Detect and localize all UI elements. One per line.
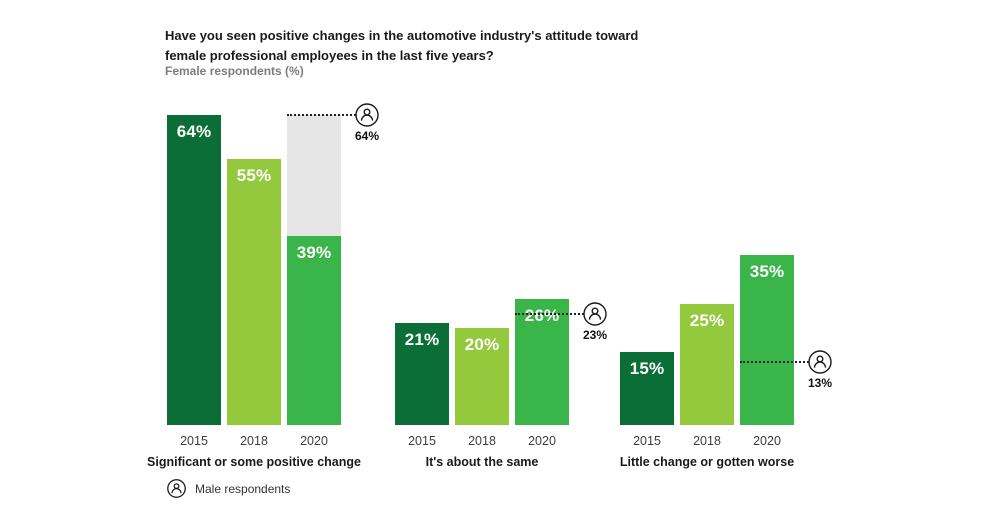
male-respondents-icon [167,479,186,498]
bar-2015: 64% [167,115,221,425]
group-label: Little change or gotten worse [619,455,795,469]
male-value-label: 13% [807,376,833,390]
year-label: 2020 [528,434,556,448]
male-respondents-icon [583,302,607,326]
bar-value-label: 20% [464,335,500,354]
bar-2020: 35% [740,255,794,425]
male-value-label: 64% [354,129,380,143]
group-label: Significant or some positive change [147,455,361,469]
bar-2018: 20% [455,328,509,425]
bar-2015: 15% [620,352,674,425]
legend-label: Male respondents [195,481,291,496]
bar-value-label: 25% [689,311,725,330]
year-label: 2015 [180,434,208,448]
bar-2015: 21% [395,323,449,425]
bar-value-label: 55% [236,166,272,185]
bar-value-label: 39% [296,243,332,262]
bar-2020: 26% [515,299,569,425]
year-label: 2018 [240,434,268,448]
chart-subtitle: Female respondents (%) [165,64,304,78]
bar-group-1: 64% 2015 55% 2018 39% 2020 64% Significant or s… [147,0,379,524]
group-label: It's about the same [425,455,539,469]
male-respondents-dotted-line [740,361,812,363]
male-respondents-dotted-line [515,313,587,315]
male-respondents-icon [808,350,832,374]
bar-value-label: 64% [176,122,212,141]
male-value-label: 23% [582,328,608,342]
bar-2018: 25% [680,304,734,425]
year-label: 2015 [408,434,436,448]
bar-group-2: 21% 2015 20% 2018 26% 2020 23% It's about the s… [395,0,607,524]
year-label: 2015 [633,434,661,448]
ghost-bar-male-gap [287,115,341,236]
bar-value-label: 15% [629,359,665,378]
bar-group-3: 15% 2015 25% 2018 35% 2020 13% Little change or… [619,0,832,524]
male-respondents-icon [355,103,379,127]
legend: Male respondents [167,479,290,498]
year-label: 2018 [693,434,721,448]
bar-value-label: 35% [749,262,785,281]
year-label: 2020 [300,434,328,448]
bar-2018: 55% [227,159,281,425]
bar-2020: 39% [287,236,341,425]
male-respondents-dotted-line [287,114,359,116]
bar-value-label: 21% [404,330,440,349]
chart-title: Have you seen positive changes in the au… [165,28,639,63]
year-label: 2020 [753,434,781,448]
year-label: 2018 [468,434,496,448]
bar-value-label: 26% [524,306,560,325]
